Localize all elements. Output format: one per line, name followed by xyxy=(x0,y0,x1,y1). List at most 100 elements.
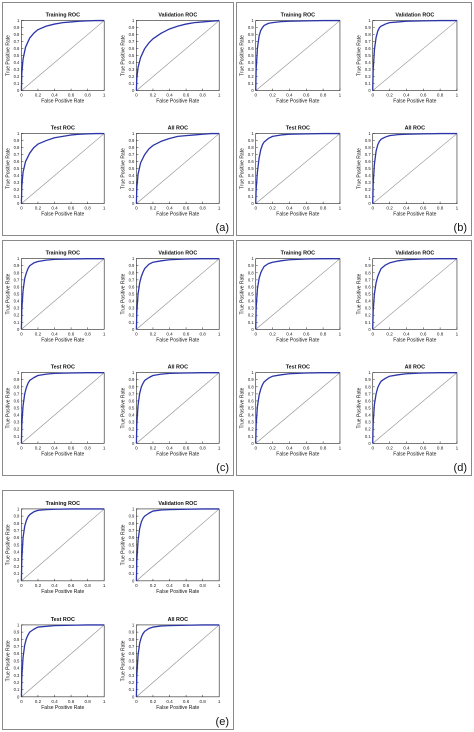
figure-panel-d: Training ROC 0 0.2 0.4 0.6 0.8 1 0 0.1 0.2 0.3 0.4 0… xyxy=(236,240,472,476)
x-tick-label: 0.4 xyxy=(166,206,173,211)
chance-diagonal xyxy=(372,20,458,91)
y-tick-label: 1 xyxy=(251,18,254,23)
x-tick-label: 0.2 xyxy=(386,93,393,98)
y-tick-label: 0.6 xyxy=(129,398,135,403)
y-tick-label: 1 xyxy=(368,370,371,375)
y-tick-label: 1 xyxy=(17,131,20,136)
y-tick-label: 0.7 xyxy=(14,277,20,282)
x-tick-label: 0 xyxy=(20,331,23,336)
y-axis-label: True Positive Rate xyxy=(120,148,126,189)
x-tick-label: 0.6 xyxy=(303,445,310,450)
y-tick-label: 0 xyxy=(132,88,135,93)
x-tick-label: 0 xyxy=(20,583,23,588)
roc-curve xyxy=(20,624,105,697)
y-tick-label: 0.9 xyxy=(129,630,135,635)
x-tick-label: 0.2 xyxy=(386,206,393,211)
x-tick-label: 0.2 xyxy=(150,206,157,211)
panel-svg: Training ROC 0 0.2 0.4 0.6 0.8 1 0 0.1 0.2 0.3 0.4 0… xyxy=(240,251,467,474)
y-tick-label: 0.6 xyxy=(365,46,371,51)
x-axis-label: False Positive Rate xyxy=(41,337,84,343)
y-axis-label: True Positive Rate xyxy=(357,387,363,428)
x-tick-label: 0.6 xyxy=(303,93,310,98)
roc-subplot: All ROC 0 0.2 0.4 0.6 0.8 1 0 0.1 0.2 0.3 0.4 0.5 0.6… xyxy=(357,365,459,458)
roc-title: Training ROC xyxy=(46,251,81,257)
x-tick-label: 0.2 xyxy=(35,206,42,211)
y-tick-label: 0.1 xyxy=(248,194,254,199)
x-tick-label: 1 xyxy=(103,583,106,588)
chance-diagonal xyxy=(21,508,105,582)
panel-label: (e) xyxy=(216,716,229,728)
y-tick-label: 0.7 xyxy=(14,152,20,157)
y-tick-label: 0 xyxy=(251,327,254,332)
x-tick-label: 0 xyxy=(20,206,23,211)
y-tick-label: 0.8 xyxy=(248,145,254,150)
x-tick-label: 0.6 xyxy=(68,93,75,98)
x-tick-label: 0.2 xyxy=(386,445,393,450)
y-tick-label: 0.7 xyxy=(365,391,371,396)
y-tick-label: 0.4 xyxy=(248,173,254,178)
y-tick-label: 0.3 xyxy=(365,306,371,311)
x-tick-label: 0.8 xyxy=(84,331,91,336)
y-tick-label: 0.5 xyxy=(248,406,254,411)
y-axis-label: True Positive Rate xyxy=(5,35,11,76)
y-tick-label: 0.6 xyxy=(14,46,20,51)
x-axis-label: False Positive Rate xyxy=(276,337,319,343)
y-tick-label: 0.6 xyxy=(365,159,371,164)
roc-title: All ROC xyxy=(405,126,425,132)
y-tick-label: 0 xyxy=(132,578,135,583)
y-tick-label: 1 xyxy=(17,622,20,627)
x-tick-label: 0.6 xyxy=(183,445,190,450)
y-tick-label: 0.5 xyxy=(14,53,20,58)
roc-subplot: Validation ROC 0 0.2 0.4 0.6 0.8 1 0 0.1 0.2 0.3 0.… xyxy=(357,251,459,344)
x-tick-label: 0.4 xyxy=(403,331,410,336)
y-tick-label: 0 xyxy=(368,441,371,446)
y-tick-label: 0.3 xyxy=(248,306,254,311)
y-tick-label: 0.2 xyxy=(14,313,20,318)
roc-subplot: Test ROC 0 0.2 0.4 0.6 0.8 1 0 0.1 0.2 0.3 0.4 0.5 0.… xyxy=(5,126,106,218)
y-tick-label: 0.4 xyxy=(14,666,20,671)
x-tick-label: 0.6 xyxy=(420,331,427,336)
x-tick-label: 0.6 xyxy=(303,331,310,336)
y-tick-label: 0.9 xyxy=(14,514,20,519)
roc-subplot: Validation ROC 0 0.2 0.4 0.6 0.8 1 0 0.1 0.2 0.3 0.… xyxy=(120,13,221,105)
x-tick-label: 0.2 xyxy=(150,699,157,704)
x-tick-label: 0 xyxy=(20,93,23,98)
y-tick-label: 1 xyxy=(368,18,371,23)
y-tick-label: 0.2 xyxy=(365,187,371,192)
x-tick-label: 0.2 xyxy=(35,331,42,336)
x-tick-label: 0.6 xyxy=(420,206,427,211)
y-tick-label: 0 xyxy=(17,694,20,699)
y-tick-label: 0.1 xyxy=(365,81,371,86)
x-tick-label: 0.6 xyxy=(68,206,75,211)
x-tick-label: 0.6 xyxy=(183,699,190,704)
y-tick-label: 0.4 xyxy=(248,413,254,418)
y-tick-label: 0.6 xyxy=(14,284,20,289)
y-tick-label: 0.4 xyxy=(365,173,371,178)
y-tick-label: 0 xyxy=(368,201,371,206)
x-tick-label: 0 xyxy=(254,93,257,98)
roc-subplot: All ROC 0 0.2 0.4 0.6 0.8 1 0 0.1 0.2 0.3 0.4 0.5 0.6… xyxy=(120,617,221,711)
x-tick-label: 0 xyxy=(371,206,374,211)
x-tick-label: 0.4 xyxy=(286,331,293,336)
x-tick-label: 0.8 xyxy=(437,93,444,98)
y-tick-label: 0.9 xyxy=(365,263,371,268)
y-tick-label: 0.7 xyxy=(129,152,135,157)
x-tick-label: 0 xyxy=(20,445,23,450)
y-tick-label: 1 xyxy=(132,18,135,23)
y-tick-label: 0.9 xyxy=(14,138,20,143)
y-tick-label: 1 xyxy=(132,256,135,261)
figure-panel-a: Training ROC 0 0.2 0.4 0.6 0.8 1 0 0.1 0.2 0.3 0.4 0… xyxy=(2,2,234,236)
y-tick-label: 0.3 xyxy=(248,180,254,185)
y-tick-label: 0.7 xyxy=(129,391,135,396)
x-tick-label: 0.2 xyxy=(386,331,393,336)
x-tick-label: 0.4 xyxy=(51,699,58,704)
y-tick-label: 0.4 xyxy=(365,299,371,304)
x-tick-label: 0.8 xyxy=(84,93,91,98)
y-tick-label: 0.5 xyxy=(365,53,371,58)
y-axis-label: True Positive Rate xyxy=(357,148,363,189)
y-tick-label: 0.8 xyxy=(14,32,20,37)
x-tick-label: 0.8 xyxy=(84,445,91,450)
chance-diagonal xyxy=(136,508,220,582)
y-tick-label: 0.4 xyxy=(129,173,135,178)
x-tick-label: 0.8 xyxy=(199,93,206,98)
